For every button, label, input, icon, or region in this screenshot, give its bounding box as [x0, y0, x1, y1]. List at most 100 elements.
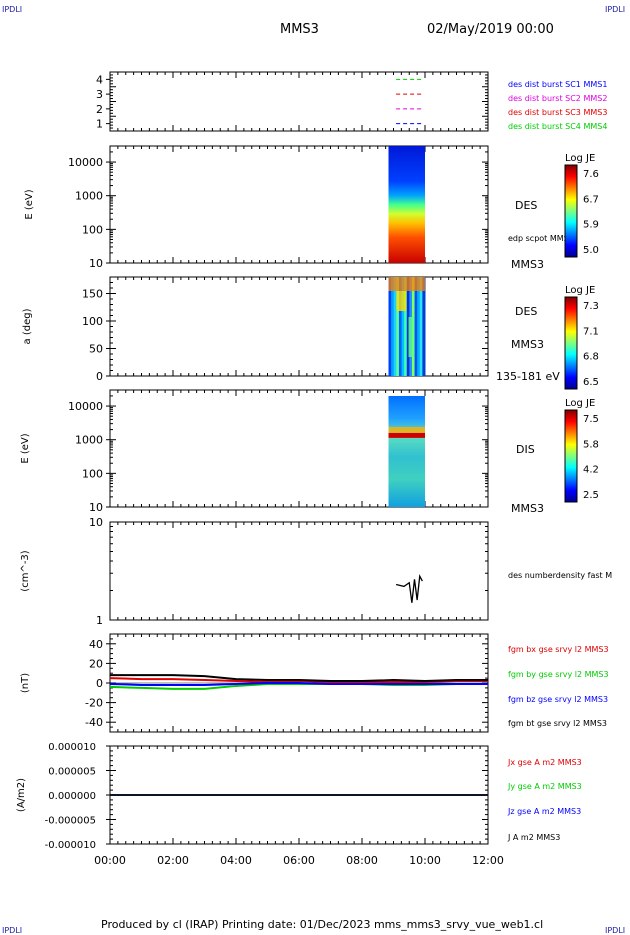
dis-energy-ytick-label: 1000: [75, 434, 103, 447]
pitch-angle-colorbar: [564, 296, 578, 390]
current-legend-label: Jx gse A m2 MMS3: [507, 758, 582, 767]
density-ytick-label: 10: [89, 516, 103, 529]
dis-energy-peak-halo: [388, 426, 425, 433]
pitch-angle-ytick-label: 100: [82, 315, 103, 328]
pitch-angle-column: [388, 277, 392, 376]
dis-energy-colorbar-tick: 2.5: [583, 490, 599, 501]
pitch-angle-colorbar-tick: 7.3: [583, 301, 599, 312]
density-ytick-label: 1: [96, 614, 103, 627]
des-energy-scpot-label: edp scpot MMS3: [508, 234, 574, 243]
pitch-angle-ytick-label: 50: [89, 343, 103, 356]
density-series-line: [395, 574, 423, 603]
bfield-ylabel: (nT): [20, 673, 31, 693]
burst-ytick-label: 3: [96, 88, 103, 101]
pitch-angle-column: [393, 277, 397, 376]
des-energy-colorbar-tick: 6.7: [583, 194, 599, 205]
corner-label-top-right: IPDLI: [605, 5, 626, 14]
bfield-legend-label: fgm bt gse srvy l2 MMS3: [508, 719, 607, 728]
burst-legend-label: des dist burst SC1 MMS1: [508, 80, 607, 89]
current-ytick-label: 0.000000: [48, 791, 96, 802]
time-tick-label: 08:00: [346, 854, 378, 867]
bfield-ytick-label: 20: [89, 657, 103, 670]
pitch-angle-colorbar-tick: 6.8: [583, 352, 599, 363]
dis-energy-ytick-label: 100: [82, 467, 103, 480]
footer-credit: Produced by cl (IRAP) Printing date: 01/…: [101, 918, 544, 931]
current-ytick-label: 0.000005: [48, 767, 96, 778]
dis-energy-ylabel: E (eV): [20, 433, 31, 463]
dis-energy-colorbar: [564, 409, 578, 503]
dis-energy-colorbar-tick: 7.5: [583, 414, 599, 425]
time-tick-label: 06:00: [283, 854, 315, 867]
des-energy-colorbar-title: Log JE: [565, 153, 595, 164]
des-energy-ytick-label: 10000: [68, 156, 103, 169]
panel-frame-1: [109, 71, 489, 132]
des-energy-colorbar-tick: 5.9: [583, 220, 599, 231]
panel-frame-4: [109, 389, 489, 508]
dis-energy-spacecraft-label: MMS3: [511, 502, 544, 515]
time-tick-label: 12:00: [472, 854, 504, 867]
bfield-ytick-label: 40: [89, 638, 103, 651]
pitch-angle-column: [417, 277, 421, 376]
des-energy-colorbar-tick: 5.0: [583, 245, 599, 256]
pitch-angle-patch: [408, 317, 415, 357]
pitch-angle-top-band: [388, 277, 425, 291]
pitch-angle-column: [391, 277, 395, 376]
current-legend-label: Jz gse A m2 MMS3: [507, 807, 581, 816]
des-energy-ylabel: E (eV): [24, 189, 35, 219]
dis-energy-colorbar-tick: 4.2: [583, 465, 599, 476]
panel-frame-3: [109, 276, 489, 377]
current-legend-label: Jy gse A m2 MMS3: [507, 782, 582, 791]
burst-ytick-label: 4: [96, 73, 103, 86]
pitch-angle-column: [404, 277, 408, 376]
burst-ytick-label: 2: [96, 103, 103, 116]
dis-energy-ytick-label: 10000: [68, 400, 103, 413]
current-legend-label: J A m2 MMS3: [507, 833, 560, 842]
spacecraft-title: MMS3: [280, 22, 319, 37]
corner-label-bottom-right: IPDLI: [605, 926, 626, 935]
panel-frame-5: [109, 521, 489, 621]
panel-frame-2: [109, 145, 489, 264]
dis-energy-instrument-label: DIS: [516, 443, 535, 456]
des-energy-instrument-label: DES: [515, 199, 537, 212]
dis-energy-spectrogram: [388, 396, 425, 507]
pitch-angle-column: [398, 277, 403, 376]
pitch-angle-column: [414, 277, 418, 376]
burst-legend-label: des dist burst SC2 MMS2: [508, 94, 607, 103]
pitch-angle-ylabel: a (deg): [22, 308, 33, 344]
pitch-angle-colorbar-title: Log JE: [565, 285, 595, 296]
dis-energy-colorbar-title: Log JE: [565, 398, 595, 409]
bfield-ytick-label: -40: [85, 716, 103, 729]
burst-ytick-label: 1: [96, 118, 103, 131]
des-energy-ytick-label: 10: [89, 257, 103, 270]
pitch-angle-column: [406, 277, 410, 376]
des-energy-ytick-label: 1000: [75, 190, 103, 203]
bfield-ytick-label: 0: [96, 677, 103, 690]
current-ytick-label: -0.000010: [45, 840, 96, 851]
corner-label-top-left: IPDLI: [2, 5, 23, 14]
des-energy-colorbar-tick: 7.6: [583, 169, 599, 180]
pitch-angle-column: [401, 277, 405, 376]
pitch-angle-spacecraft-label: MMS3: [511, 338, 544, 351]
dis-energy-ytick-label: 10: [89, 501, 103, 514]
dis-energy-peak-band: [388, 432, 425, 438]
pitch-angle-column: [422, 277, 426, 376]
bfield-legend-label: fgm bz gse srvy l2 MMS3: [508, 695, 608, 704]
pitch-angle-colorbar-tick: 7.1: [583, 326, 599, 337]
des-energy-spacecraft-label: MMS3: [511, 258, 544, 271]
time-tick-label: 00:00: [94, 854, 126, 867]
bfield-ytick-label: -20: [85, 697, 103, 710]
current-ytick-label: 0.000010: [48, 742, 96, 753]
burst-legend-label: des dist burst SC4 MMS4: [508, 122, 607, 131]
pitch-angle-energy-range: 135-181 eV: [496, 370, 560, 383]
bfield-legend-label: fgm by gse srvy l2 MMS3: [508, 670, 609, 679]
burst-legend-label: des dist burst SC3 MMS3: [508, 108, 607, 117]
date-title: 02/May/2019 00:00: [427, 22, 554, 37]
corner-label-bottom-left: IPDLI: [2, 926, 23, 935]
pitch-angle-ytick-label: 0: [96, 370, 103, 383]
des-energy-colorbar: [564, 164, 578, 258]
current-ytick-label: -0.000005: [45, 816, 96, 827]
current-ylabel: (A/m2): [16, 778, 27, 812]
pitch-angle-ytick-label: 150: [82, 288, 103, 301]
des-energy-ytick-label: 100: [82, 223, 103, 236]
